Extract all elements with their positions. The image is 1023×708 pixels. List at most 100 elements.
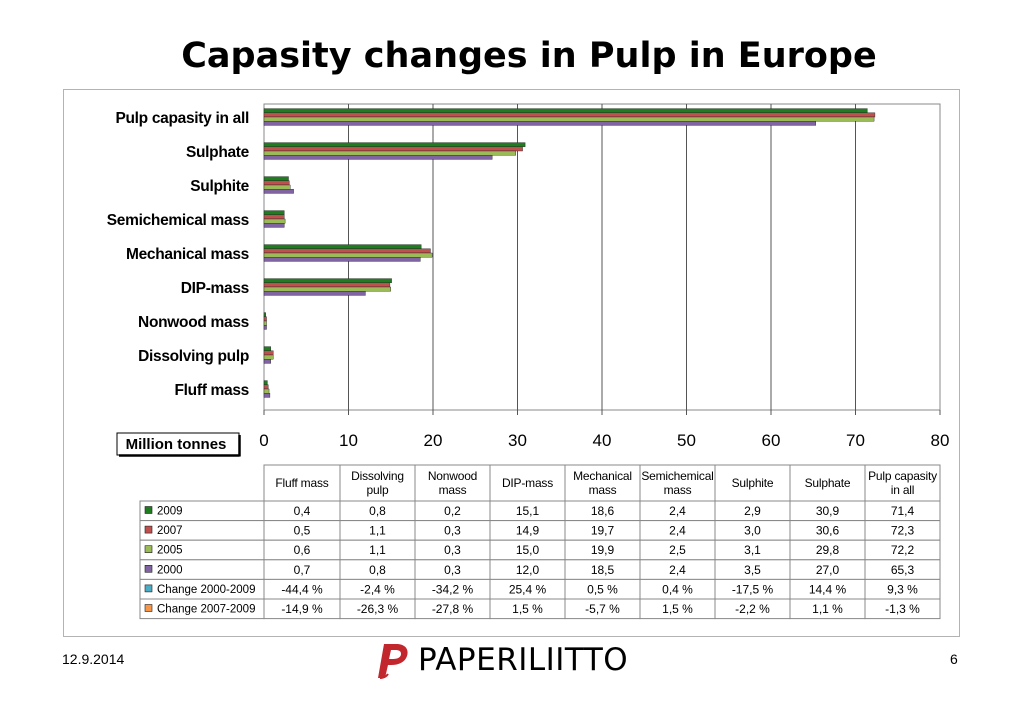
bar — [263, 291, 366, 296]
x-tick-label: 0 — [259, 431, 268, 450]
bar — [263, 388, 270, 394]
table-cell-value: 18,6 — [591, 504, 615, 518]
category-label: Pulp capasity in all — [115, 110, 249, 127]
table-cell-value: 0,3 — [444, 543, 461, 557]
bar — [263, 325, 267, 330]
table-row-label: 2009 — [157, 506, 183, 518]
bar — [263, 120, 816, 126]
table-cell-value: 27,0 — [816, 563, 840, 577]
category-label: Dissolving pulp — [138, 348, 249, 365]
bar — [263, 218, 286, 224]
table-header-label: Semichemical — [641, 469, 713, 483]
table-cell — [864, 598, 941, 620]
x-tick-label: 60 — [762, 431, 781, 450]
table-cell-value: 25,4 % — [509, 582, 547, 596]
bar — [263, 380, 268, 386]
table-cell-value: 0,3 — [444, 563, 461, 577]
table-cell-value: -14,9 % — [281, 602, 323, 616]
bar — [263, 184, 291, 190]
table-cell-value: 2,4 — [669, 563, 686, 577]
table-cell-value: 0,2 — [444, 504, 461, 518]
bar — [263, 320, 267, 326]
table-cell-value: -26,3 % — [357, 602, 399, 616]
table-header-label: mass — [439, 483, 467, 497]
table-cell-value: 0,8 — [369, 504, 386, 518]
table-cell-value: 0,6 — [294, 543, 311, 557]
table-cell-value: 72,2 — [891, 543, 915, 557]
category-label: Sulphate — [186, 144, 250, 161]
table-cell-value: 0,7 — [294, 563, 311, 577]
table-cell-value: 3,5 — [744, 563, 761, 577]
bar — [263, 252, 433, 258]
page-title: Capasity changes in Pulp in Europe — [181, 36, 877, 76]
table-cell-value: 0,4 % — [662, 582, 693, 596]
table-header-label: Sulphate — [805, 476, 851, 490]
bar — [263, 112, 876, 118]
table-cell-value: 0,8 — [369, 563, 386, 577]
bar — [263, 244, 422, 250]
table-cell-value: 1,1 — [369, 524, 386, 538]
legend-swatch — [144, 584, 153, 593]
table-header-label: Dissolving — [351, 469, 404, 483]
table-cell-value: 3,0 — [744, 524, 761, 538]
table-cell-value: 0,5 — [294, 524, 311, 538]
bar — [263, 359, 271, 364]
table-cell-value: 19,9 — [591, 543, 615, 557]
x-tick-label: 70 — [846, 431, 865, 450]
x-tick-label: 80 — [931, 431, 950, 450]
legend-swatch — [144, 604, 153, 612]
table-cell-value: 30,6 — [816, 524, 840, 538]
x-axis-label: Million tonnes — [126, 436, 227, 453]
table-cell-value: 12,0 — [516, 563, 540, 577]
bar — [263, 312, 266, 318]
table-cell-value: -5,7 % — [585, 602, 620, 616]
table-cell-value: -34,2 % — [432, 582, 474, 596]
table-header-label: Fluff mass — [275, 476, 328, 490]
table-header-label: Sulphite — [732, 476, 774, 490]
legend-swatch — [144, 525, 153, 534]
table-cell-value: 3,1 — [744, 543, 761, 557]
bar — [263, 214, 285, 220]
table-cell-value: 29,8 — [816, 543, 840, 557]
table-cell-value: 2,9 — [744, 504, 761, 518]
table-cell-value: 65,3 — [891, 563, 915, 577]
table-cell-value: 15,1 — [516, 504, 540, 518]
x-tick-label: 40 — [593, 431, 612, 450]
bar — [263, 222, 285, 228]
x-tick-label: 10 — [339, 431, 358, 450]
table-cell-value: -2,2 % — [735, 602, 770, 616]
bar — [263, 210, 285, 216]
table-cell-value: 0,5 % — [587, 582, 618, 596]
table-cell-value: -2,4 % — [360, 582, 395, 596]
bar — [263, 257, 421, 262]
bar — [263, 278, 392, 284]
table-row-label: Change 2007-2009 — [157, 604, 255, 616]
table-header-cell — [263, 464, 341, 502]
table-cell-value: 19,7 — [591, 524, 615, 538]
bar — [263, 142, 526, 148]
table-cell-value: 30,9 — [816, 504, 840, 518]
table-header-label: pulp — [367, 483, 389, 497]
bar — [263, 116, 875, 122]
bar — [263, 188, 294, 194]
table-cell-value: 18,5 — [591, 563, 615, 577]
table-cell-value: 9,3 % — [887, 582, 918, 596]
table-cell-value: 2,4 — [669, 524, 686, 538]
category-label: Mechanical mass — [126, 246, 249, 263]
table-header-cell — [414, 464, 491, 502]
table-header-label: Nonwood — [428, 469, 477, 483]
table-cell-value: 72,3 — [891, 524, 915, 538]
x-tick-label: 20 — [424, 431, 443, 450]
table-cell-value: 2,4 — [669, 504, 686, 518]
table-cell-value: 0,4 — [294, 504, 311, 518]
table-cell-value: 14,9 — [516, 524, 540, 538]
bar — [263, 108, 868, 113]
bar — [263, 354, 274, 360]
table-row-label: 2007 — [157, 525, 183, 537]
table-row-label: Change 2000-2009 — [157, 584, 255, 596]
category-label: Semichemical mass — [107, 212, 249, 229]
table-row-label: 2005 — [157, 545, 183, 557]
category-label: DIP-mass — [181, 280, 249, 297]
bar — [263, 393, 271, 398]
